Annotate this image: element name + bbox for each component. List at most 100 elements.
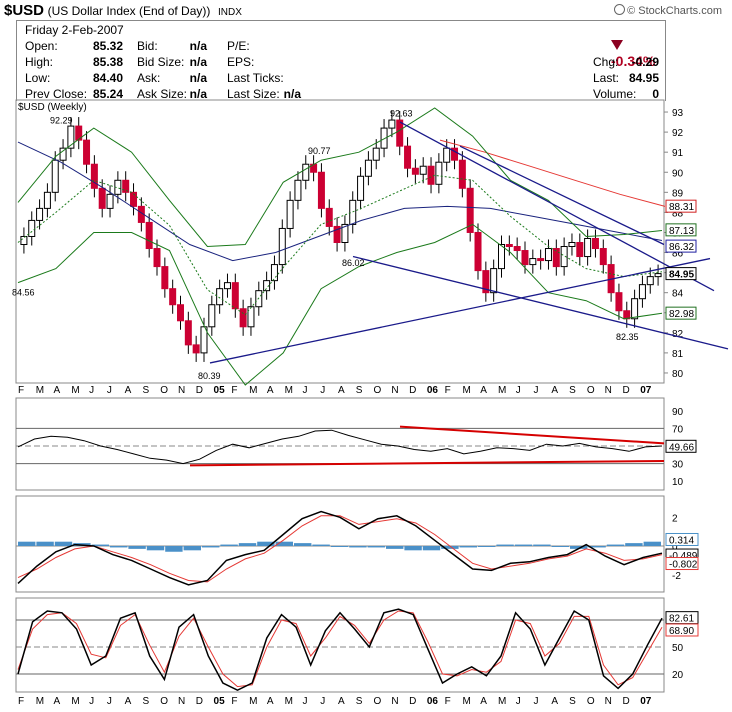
last-label: Last: bbox=[593, 71, 620, 85]
candle-down bbox=[396, 119, 404, 147]
price-y-label: 84 bbox=[672, 289, 684, 300]
candle-down bbox=[427, 165, 435, 185]
candle-up bbox=[294, 179, 302, 201]
candle-down bbox=[317, 171, 325, 209]
macd-histogram-bar bbox=[606, 544, 625, 546]
candle-down bbox=[466, 187, 474, 233]
x-axis-label: M bbox=[462, 385, 471, 396]
symbol-description: (US Dollar Index (End of Day)) bbox=[47, 4, 211, 18]
low-value: 84.40 bbox=[92, 71, 123, 85]
x-axis-label: A bbox=[266, 696, 274, 707]
macd-histogram-bar bbox=[551, 546, 569, 547]
candle-down bbox=[239, 308, 247, 328]
candle-up bbox=[302, 163, 310, 181]
candle-down bbox=[451, 147, 459, 161]
price-y-label: 92 bbox=[672, 128, 684, 139]
candle-down bbox=[458, 159, 466, 189]
price-tag: 86.32 bbox=[669, 242, 694, 253]
price-y-label: 93 bbox=[672, 108, 684, 119]
candle-down bbox=[552, 248, 560, 268]
macd-histogram-bar bbox=[459, 546, 477, 548]
candle-down bbox=[161, 266, 169, 290]
copyright-icon bbox=[614, 4, 626, 15]
price-tag: 87.13 bbox=[669, 226, 694, 237]
bollinger-upper bbox=[17, 107, 663, 248]
candle-up bbox=[584, 237, 592, 258]
price-panel: $USD (Weekly)808182838485868788899091929… bbox=[12, 99, 729, 386]
x-axis-label: D bbox=[409, 385, 417, 396]
annotation-label: 92.29 bbox=[50, 115, 73, 125]
candle-up bbox=[36, 207, 44, 221]
rsi-y-label: 30 bbox=[672, 460, 684, 471]
price-y-label: 90 bbox=[672, 168, 684, 179]
price-tag: 82.98 bbox=[669, 309, 694, 320]
candle-up bbox=[372, 147, 380, 161]
price-frame bbox=[15, 99, 665, 384]
x-axis-label: N bbox=[391, 696, 399, 707]
macd-histogram-bar bbox=[570, 546, 588, 549]
x-axis-label: J bbox=[89, 696, 95, 707]
candle-up bbox=[443, 147, 451, 163]
x-axis-label: A bbox=[124, 696, 132, 707]
open-label: Open: bbox=[25, 39, 58, 53]
stochastic-tag: 68.90 bbox=[669, 626, 694, 637]
x-axis-label: D bbox=[195, 696, 203, 707]
candle-up bbox=[380, 127, 388, 149]
x-axis-label: 06 bbox=[426, 696, 438, 707]
macd-histogram-bar bbox=[643, 541, 661, 546]
candle-down bbox=[576, 242, 584, 258]
chg-value: -0.29 bbox=[631, 55, 659, 69]
x-axis-label: O bbox=[586, 696, 595, 707]
price-tag-box bbox=[665, 199, 697, 213]
macd-histogram-bar bbox=[533, 544, 551, 546]
candle-down bbox=[615, 292, 623, 312]
x-axis-label: J bbox=[106, 385, 112, 396]
macd-panel: -2 0 2 0.314 -0.489-0.802 bbox=[15, 495, 699, 593]
last-ticks-label: Last Ticks: bbox=[227, 71, 284, 85]
annotation-label: 92.63 bbox=[390, 108, 413, 118]
last-size-value: n/a bbox=[283, 87, 301, 101]
x-axis-bottom: F M A M J J A S O N D 05 F M A M J J A S O N D 06 F M A M J J A S O N D 07 bbox=[16, 696, 664, 710]
last-value: 84.95 bbox=[628, 71, 659, 85]
macd-histogram-bar bbox=[386, 546, 404, 549]
x-axis-label: 06 bbox=[426, 385, 438, 396]
candle-down bbox=[83, 139, 91, 165]
candle-down bbox=[90, 163, 98, 189]
open-value: 85.32 bbox=[92, 39, 123, 53]
brand-link[interactable]: © StockCharts.com bbox=[614, 4, 722, 17]
x-axis-label: J bbox=[533, 696, 539, 707]
x-axis-label: J bbox=[533, 385, 539, 396]
macd-histogram-bar bbox=[588, 546, 606, 548]
candle-down bbox=[122, 179, 130, 193]
candle-down bbox=[325, 207, 333, 227]
candle-up bbox=[654, 273, 662, 278]
rsi-trendline bbox=[399, 425, 665, 445]
price-y-label: 80 bbox=[672, 369, 684, 380]
macd-histogram-bar bbox=[110, 546, 128, 548]
stochastic-d-line bbox=[17, 610, 663, 688]
rsi-y-label: 90 bbox=[672, 407, 684, 418]
annotation-label: 82.35 bbox=[616, 332, 639, 342]
macd-histogram-bar bbox=[422, 546, 441, 551]
candle-down bbox=[153, 248, 161, 268]
macd-histogram-bar bbox=[128, 546, 146, 549]
candle-up bbox=[28, 219, 36, 237]
macd-y-label: 0 bbox=[672, 542, 678, 553]
x-axis-label: M bbox=[35, 696, 45, 707]
chg-label: Chg: bbox=[593, 55, 619, 69]
price-tag-box bbox=[665, 239, 697, 253]
candle-up bbox=[349, 199, 357, 225]
ask-size-value: n/a bbox=[189, 87, 207, 101]
x-axis-label: A bbox=[551, 385, 558, 396]
macd-histogram-bar bbox=[330, 546, 349, 547]
macd-histogram-bar bbox=[257, 541, 275, 546]
x-axis-label: D bbox=[195, 385, 203, 396]
x-axis-label: N bbox=[604, 696, 612, 707]
ask-size-label: Ask Size: bbox=[137, 87, 188, 101]
rsi-y-label: 70 bbox=[672, 424, 684, 435]
macd-histogram-bar bbox=[238, 543, 257, 546]
candle-up bbox=[357, 175, 365, 201]
x-axis-label: J bbox=[515, 385, 521, 396]
x-axis-top: F M A M J J A S O N D 05 F M A M J J A S O N D 06 F M A M J J A S O N D 07 bbox=[16, 385, 664, 399]
